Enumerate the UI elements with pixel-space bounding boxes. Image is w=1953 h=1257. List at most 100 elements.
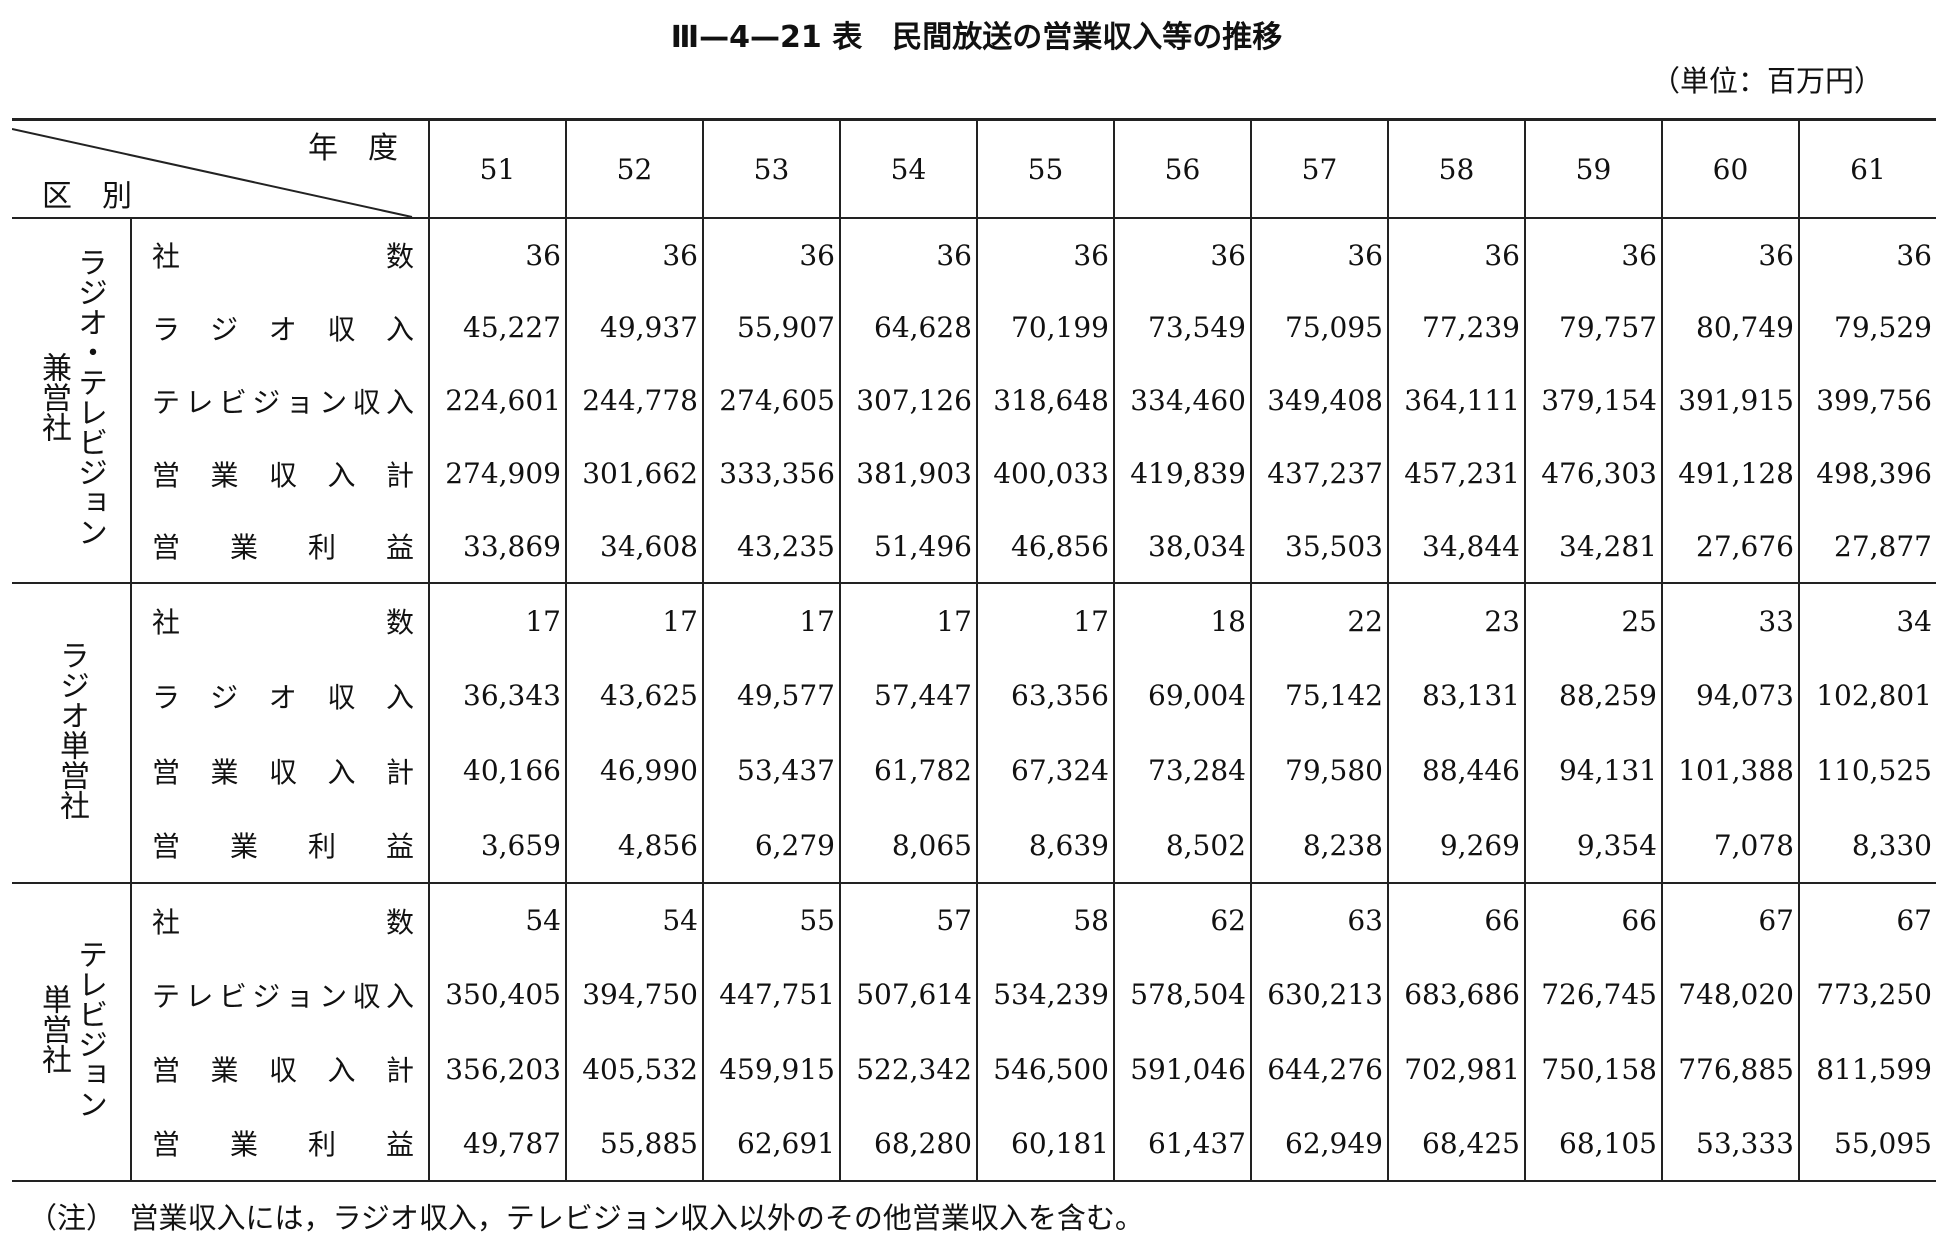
cell-value: 57	[839, 882, 977, 958]
unit: （単位：百万円）	[1650, 64, 1883, 98]
cell-value: 591,046	[1113, 1032, 1251, 1107]
cell-value: 630,213	[1250, 957, 1388, 1032]
cell-value: 38,034	[1113, 510, 1251, 583]
cell-value: 66	[1387, 882, 1525, 958]
row-label: ラジオ収入	[130, 291, 429, 364]
cell-value: 68,425	[1387, 1106, 1525, 1182]
group-label-part: 単営社	[36, 983, 71, 1074]
title: Ⅲ—4—21 表 民間放送の営業収入等の推移	[670, 20, 1283, 55]
group-label-part: ラジオ・テレビジョン	[72, 247, 107, 547]
cell-value: 55,907	[702, 291, 840, 364]
row-label-text: 営業利益	[152, 1128, 414, 1162]
cell-value: 546,500	[976, 1032, 1114, 1107]
group-label-part: ラジオ単営社	[54, 639, 89, 820]
data-row: 営業収入計 274,909 301,662 333,356 381,903 400,033…	[12, 437, 1936, 510]
cell-value: 491,128	[1661, 437, 1799, 510]
cell-value: 63	[1250, 882, 1388, 958]
group-label: テレビジョン 単営社	[12, 882, 131, 1182]
cell-value: 83,131	[1387, 658, 1525, 733]
year-header: 55	[976, 118, 1114, 218]
year-header: 53	[702, 118, 840, 218]
cell-value: 40,166	[428, 733, 566, 808]
data-row: 営業利益 49,787 55,885 62,691 68,280 60,181 61,437…	[12, 1106, 1936, 1182]
cell-value: 8,238	[1250, 808, 1388, 883]
cell-value: 683,686	[1387, 957, 1525, 1032]
cell-value: 36,343	[428, 658, 566, 733]
cell-value: 522,342	[839, 1032, 977, 1107]
row-label: テレビジョン収入	[130, 364, 429, 437]
cell-value: 55	[702, 882, 840, 958]
cell-value: 79,757	[1524, 291, 1662, 364]
group-label: ラジオ・テレビジョン 兼営社	[12, 217, 131, 584]
cell-value: 578,504	[1113, 957, 1251, 1032]
row-label-text: 社数	[152, 606, 414, 639]
cell-value: 4,856	[565, 808, 703, 883]
cell-value: 333,356	[702, 437, 840, 510]
data-row: 営業利益 3,659 4,856 6,279 8,065 8,639 8,502 8,238 9…	[12, 808, 1936, 883]
cell-value: 34	[1798, 582, 1936, 658]
cell-value: 61,437	[1113, 1106, 1251, 1182]
cell-value: 62,691	[702, 1106, 840, 1182]
cell-value: 53,333	[1661, 1106, 1799, 1182]
cell-value: 8,065	[839, 808, 977, 883]
cell-value: 62	[1113, 882, 1251, 958]
cell-value: 811,599	[1798, 1032, 1936, 1107]
row-label: 営業利益	[130, 808, 429, 883]
cell-value: 49,937	[565, 291, 703, 364]
row-label: 営業収入計	[130, 437, 429, 510]
cell-value: 534,239	[976, 957, 1114, 1032]
data-row: ラジオ収入 36,343 43,625 49,577 57,447 63,356 69,00…	[12, 658, 1936, 733]
cell-value: 36	[1250, 217, 1388, 291]
cell-value: 62,949	[1250, 1106, 1388, 1182]
cell-value: 36	[839, 217, 977, 291]
cell-value: 33	[1661, 582, 1799, 658]
corner-cell: 年 度区 別	[12, 118, 429, 218]
cell-value: 7,078	[1661, 808, 1799, 883]
cell-value: 17	[976, 582, 1114, 658]
cell-value: 64,628	[839, 291, 977, 364]
cell-value: 54	[428, 882, 566, 958]
cell-value: 88,446	[1387, 733, 1525, 808]
cell-value: 68,280	[839, 1106, 977, 1182]
cell-value: 17	[702, 582, 840, 658]
cell-value: 399,756	[1798, 364, 1936, 437]
cell-value: 17	[839, 582, 977, 658]
group-label-part: 兼営社	[36, 352, 71, 442]
cell-value: 45,227	[428, 291, 566, 364]
cell-value: 405,532	[565, 1032, 703, 1107]
cell-value: 301,662	[565, 437, 703, 510]
cell-value: 55,885	[565, 1106, 703, 1182]
cell-value: 27,877	[1798, 510, 1936, 583]
year-header: 54	[839, 118, 977, 218]
cell-value: 36	[565, 217, 703, 291]
year-header: 60	[1661, 118, 1799, 218]
cell-value: 46,990	[565, 733, 703, 808]
cell-value: 60,181	[976, 1106, 1114, 1182]
cell-value: 94,073	[1661, 658, 1799, 733]
cell-value: 726,745	[1524, 957, 1662, 1032]
cell-value: 23	[1387, 582, 1525, 658]
cell-value: 43,625	[565, 658, 703, 733]
row-label: 営業利益	[130, 510, 429, 583]
cell-value: 94,131	[1524, 733, 1662, 808]
cell-value: 49,787	[428, 1106, 566, 1182]
cell-value: 244,778	[565, 364, 703, 437]
cell-value: 43,235	[702, 510, 840, 583]
data-row: 営業収入計 356,203 405,532 459,915 522,342 546,500…	[12, 1032, 1936, 1107]
cell-value: 9,269	[1387, 808, 1525, 883]
cell-value: 18	[1113, 582, 1251, 658]
cell-value: 748,020	[1661, 957, 1799, 1032]
cell-value: 33,869	[428, 510, 566, 583]
cell-value: 66	[1524, 882, 1662, 958]
row-label-text: テレビジョン収入	[152, 979, 414, 1013]
year-header: 57	[1250, 118, 1388, 218]
year-header: 58	[1387, 118, 1525, 218]
cell-value: 67	[1798, 882, 1936, 958]
data-row: テレビジョン 単営社 社数 54 54 55 57 58 62 63 66 66 67 67	[12, 882, 1936, 1182]
cell-value: 36	[1661, 217, 1799, 291]
cell-value: 274,909	[428, 437, 566, 510]
data-row: ラジオ単営社 社数 17 17 17 17 17 18 22 23 25 33 34	[12, 582, 1936, 884]
year-header: 52	[565, 118, 703, 218]
row-label-text: 社数	[152, 240, 414, 273]
